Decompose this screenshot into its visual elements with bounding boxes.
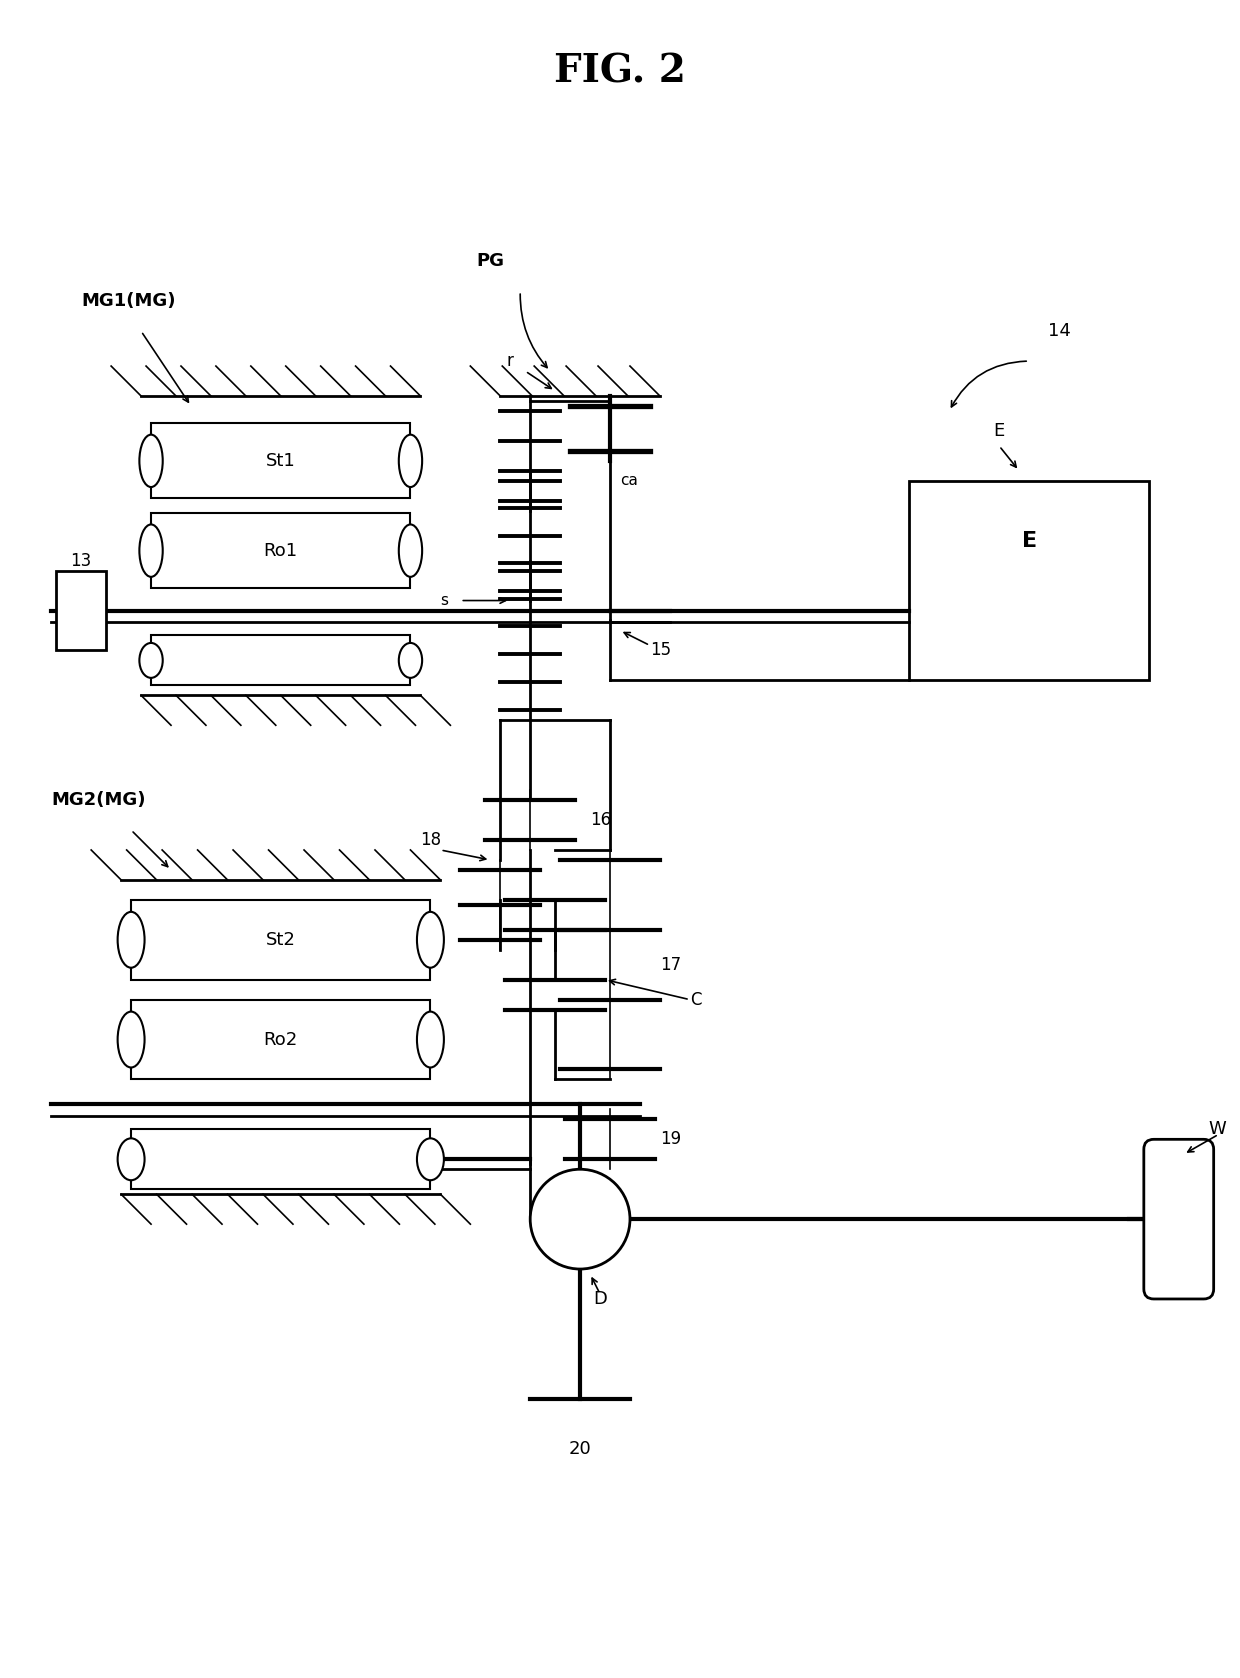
Ellipse shape <box>399 643 422 678</box>
Text: 14: 14 <box>1048 322 1070 341</box>
Text: 16: 16 <box>590 810 611 829</box>
Text: 18: 18 <box>420 831 441 849</box>
Text: 17: 17 <box>660 956 681 973</box>
Bar <box>909 482 1148 680</box>
Ellipse shape <box>417 1012 444 1067</box>
Text: E: E <box>993 421 1004 440</box>
Ellipse shape <box>417 1138 444 1180</box>
Text: r: r <box>507 352 513 371</box>
Text: C: C <box>689 990 702 1008</box>
Bar <box>151 636 410 685</box>
Text: 19: 19 <box>660 1131 681 1148</box>
Text: Ro2: Ro2 <box>264 1030 298 1049</box>
Text: Ro1: Ro1 <box>264 542 298 560</box>
Text: W: W <box>1209 1121 1226 1138</box>
Text: ca: ca <box>620 473 637 488</box>
Text: MG2(MG): MG2(MG) <box>51 790 146 809</box>
Ellipse shape <box>399 525 422 577</box>
Ellipse shape <box>139 525 162 577</box>
Ellipse shape <box>399 435 422 487</box>
Circle shape <box>531 1170 630 1269</box>
Bar <box>151 513 410 587</box>
Bar <box>131 899 430 980</box>
Text: MG1(MG): MG1(MG) <box>81 292 176 310</box>
Ellipse shape <box>139 435 162 487</box>
FancyBboxPatch shape <box>1143 1139 1214 1299</box>
Text: 15: 15 <box>650 641 671 659</box>
Text: D: D <box>593 1290 608 1307</box>
Text: PG: PG <box>476 252 505 270</box>
Text: St1: St1 <box>265 451 295 470</box>
Text: St2: St2 <box>265 931 295 948</box>
Ellipse shape <box>118 1138 145 1180</box>
Ellipse shape <box>118 1012 145 1067</box>
Text: s: s <box>440 592 449 607</box>
Bar <box>56 571 107 651</box>
Bar <box>131 1000 430 1079</box>
Text: 13: 13 <box>71 552 92 569</box>
Ellipse shape <box>139 643 162 678</box>
Text: E: E <box>1022 530 1037 550</box>
Ellipse shape <box>118 911 145 968</box>
Ellipse shape <box>417 911 444 968</box>
Text: 20: 20 <box>569 1440 591 1458</box>
Bar <box>151 423 410 498</box>
Bar <box>131 1129 430 1190</box>
Text: FIG. 2: FIG. 2 <box>554 52 686 91</box>
